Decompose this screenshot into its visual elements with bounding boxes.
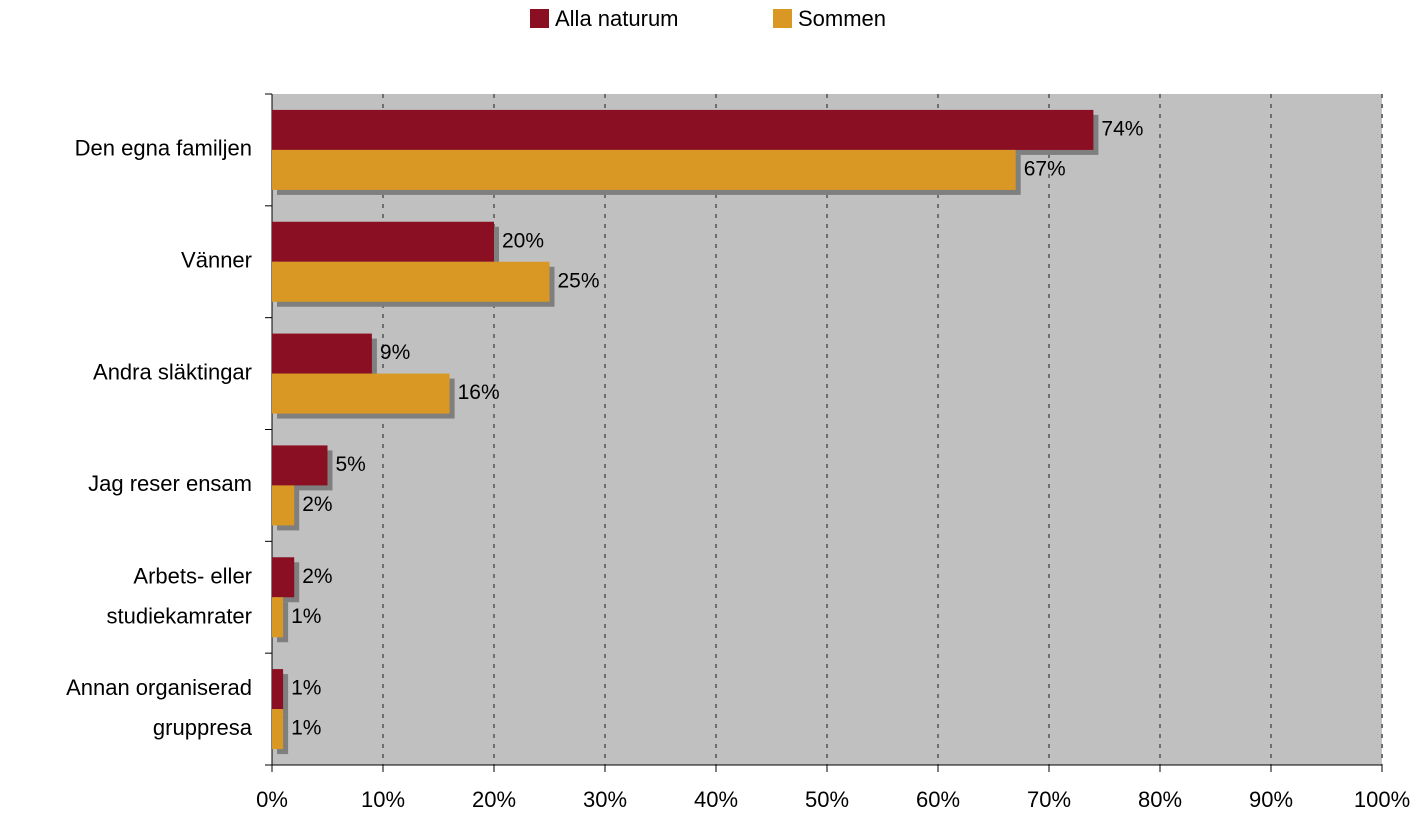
bar bbox=[272, 109, 1094, 150]
bar bbox=[272, 485, 295, 526]
x-tick-label: 40% bbox=[694, 787, 738, 812]
bar bbox=[272, 709, 284, 750]
x-tick-label: 80% bbox=[1138, 787, 1182, 812]
x-tick-label: 50% bbox=[805, 787, 849, 812]
x-tick-label: 90% bbox=[1249, 787, 1293, 812]
y-tick-label: Vänner bbox=[181, 248, 252, 273]
value-label: 1% bbox=[291, 717, 321, 740]
value-label: 20% bbox=[502, 229, 544, 252]
value-label: 2% bbox=[302, 565, 332, 588]
bar bbox=[272, 445, 328, 486]
value-label: 5% bbox=[336, 453, 366, 476]
x-tick-label: 70% bbox=[1027, 787, 1071, 812]
bar bbox=[272, 373, 450, 414]
value-label: 16% bbox=[458, 381, 500, 404]
legend-label: Alla naturum bbox=[555, 6, 679, 31]
legend-swatch bbox=[530, 9, 549, 28]
x-tick-label: 100% bbox=[1354, 787, 1410, 812]
bar bbox=[272, 557, 295, 598]
bar bbox=[272, 149, 1016, 190]
value-label: 67% bbox=[1024, 157, 1066, 180]
x-tick-label: 0% bbox=[256, 787, 288, 812]
bar bbox=[272, 597, 284, 638]
bar bbox=[272, 261, 550, 302]
y-tick-label: Jag reser ensam bbox=[88, 471, 252, 496]
x-tick-label: 20% bbox=[472, 787, 516, 812]
value-label: 1% bbox=[291, 605, 321, 628]
value-label: 25% bbox=[558, 269, 600, 292]
legend-swatch bbox=[773, 9, 792, 28]
value-label: 74% bbox=[1101, 117, 1143, 140]
y-tick-label: Andra släktingar bbox=[93, 359, 252, 384]
x-tick-label: 30% bbox=[583, 787, 627, 812]
y-tick-label: Annan organiserad gruppresa bbox=[66, 675, 253, 740]
y-tick-label: Den egna familjen bbox=[75, 136, 252, 161]
bar bbox=[272, 221, 494, 262]
bar bbox=[272, 669, 284, 710]
y-tick-label: Arbets- eller studiekamrater bbox=[106, 563, 252, 628]
x-tick-label: 10% bbox=[361, 787, 405, 812]
value-label: 2% bbox=[302, 493, 332, 516]
x-tick-label: 60% bbox=[916, 787, 960, 812]
value-label: 1% bbox=[291, 677, 321, 700]
legend-label: Sommen bbox=[798, 6, 886, 31]
bar bbox=[272, 333, 372, 374]
value-label: 9% bbox=[380, 341, 410, 364]
